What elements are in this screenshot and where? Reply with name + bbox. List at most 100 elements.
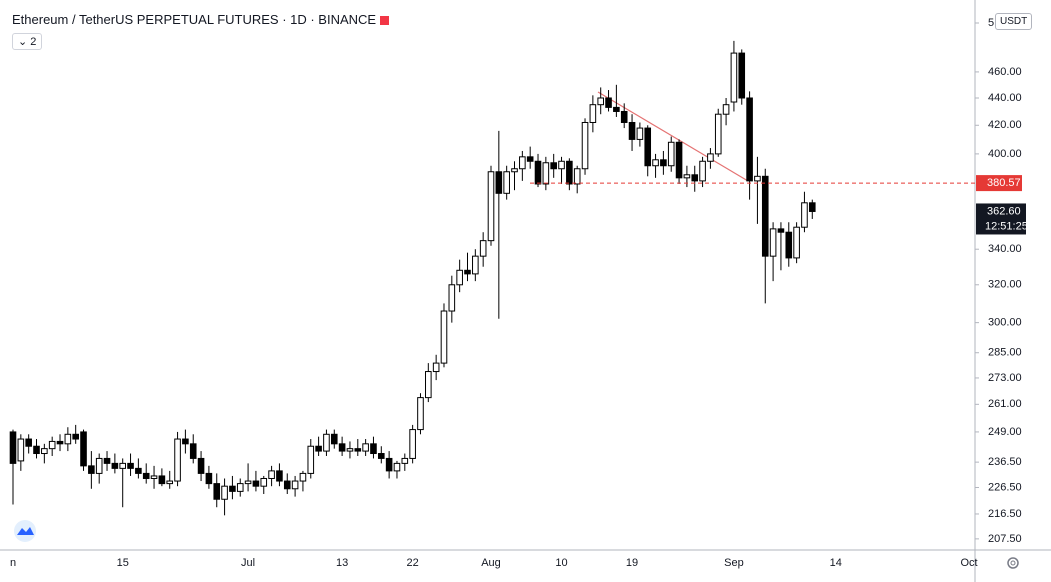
candle-body xyxy=(103,457,111,464)
candle-body xyxy=(150,475,158,479)
candle-body xyxy=(291,480,299,490)
candle-body xyxy=(283,480,291,490)
x-tick-label: Aug xyxy=(481,557,501,569)
candle-body xyxy=(299,472,307,482)
y-tick-label: 420.00 xyxy=(988,119,1022,131)
candle-body xyxy=(25,438,32,447)
candle-body xyxy=(636,127,644,140)
candle-body xyxy=(393,462,401,472)
candle-body xyxy=(511,168,518,173)
candle-body xyxy=(315,445,322,452)
candle-body xyxy=(338,443,346,452)
candle-body xyxy=(370,443,377,455)
candle-body xyxy=(142,472,150,479)
candle-body xyxy=(9,431,17,464)
candle-body xyxy=(472,255,479,275)
candle-body xyxy=(714,113,722,155)
candle-body xyxy=(323,433,330,452)
candle-body xyxy=(127,462,134,469)
candle-body xyxy=(464,269,471,275)
candle-body xyxy=(660,159,667,167)
y-tick-label: 216.50 xyxy=(988,508,1022,520)
candle-body xyxy=(377,453,385,459)
interval-button[interactable]: ⌄ 2 xyxy=(12,33,43,50)
x-tick-label: 15 xyxy=(117,557,129,569)
candle-body xyxy=(746,97,753,182)
candle-body xyxy=(503,171,510,194)
candle-body xyxy=(213,483,221,500)
x-tick-label: 19 xyxy=(626,557,638,569)
candle-body xyxy=(534,160,542,185)
candle-body xyxy=(80,431,87,467)
y-tick-label: 236.50 xyxy=(988,456,1022,468)
candle-body xyxy=(119,462,127,469)
interval-button-text: 2 xyxy=(30,36,37,48)
candle-body xyxy=(730,52,738,103)
candle-body xyxy=(652,159,659,167)
candle-body xyxy=(597,97,605,106)
candle-body xyxy=(620,110,628,123)
candle-body xyxy=(252,480,260,487)
candle-body xyxy=(417,397,424,431)
candle-body xyxy=(158,475,166,485)
candle-body xyxy=(409,429,416,459)
candle-body xyxy=(675,141,683,179)
currency-text: USDT xyxy=(1000,16,1028,27)
candle-body xyxy=(17,438,25,462)
candle-body xyxy=(542,162,550,185)
candle-body xyxy=(801,202,808,228)
candle-body xyxy=(56,440,64,445)
symbol-title: Ethereum / TetherUS PERPETUAL FUTURES · … xyxy=(12,12,389,27)
settings-gear[interactable] xyxy=(1007,557,1019,569)
candle-body xyxy=(205,472,213,485)
candle-body xyxy=(197,457,205,474)
candle-body xyxy=(448,284,456,312)
candle-body xyxy=(362,443,369,452)
candle-body xyxy=(64,433,72,445)
y-tick-label: 261.00 xyxy=(988,398,1022,410)
x-tick-label: Jul xyxy=(241,557,255,569)
x-tick-label: Sep xyxy=(724,557,744,569)
candle-body xyxy=(268,470,275,479)
x-tick-label: Oct xyxy=(960,557,977,569)
candle-body xyxy=(644,127,652,167)
candle-body xyxy=(519,156,526,170)
candle-body xyxy=(573,168,581,185)
candle-body xyxy=(135,467,142,474)
candle-body xyxy=(401,457,409,464)
y-tick-label: 285.00 xyxy=(988,347,1022,359)
currency-badge[interactable]: USDT xyxy=(995,13,1033,30)
candle-body xyxy=(667,141,675,167)
price-line-label: 380.57 xyxy=(987,177,1021,189)
candle-body xyxy=(550,162,557,170)
countdown-label: 12:51:25 xyxy=(985,220,1028,232)
candle-body xyxy=(581,121,589,170)
y-tick-label: 5 xyxy=(988,17,994,29)
candle-body xyxy=(330,433,338,445)
candle-body xyxy=(432,362,440,373)
candle-body xyxy=(777,228,785,233)
candle-body xyxy=(487,171,495,242)
y-tick-label: 226.50 xyxy=(988,481,1022,493)
y-tick-label: 249.00 xyxy=(988,426,1022,438)
candle-body xyxy=(33,445,40,455)
y-tick-label: 440.00 xyxy=(988,92,1022,104)
price-line-badge xyxy=(976,175,1022,192)
candle-body xyxy=(72,433,79,440)
candle-body xyxy=(769,228,777,257)
candle-body xyxy=(425,371,432,399)
candle-body xyxy=(244,480,252,485)
candle-body xyxy=(558,160,565,170)
candle-body xyxy=(526,156,534,162)
x-tick-label: 10 xyxy=(555,557,567,569)
y-tick-label: 340.00 xyxy=(988,243,1022,255)
x-tick-label: 22 xyxy=(407,557,419,569)
candle-body xyxy=(808,202,816,212)
candle-body xyxy=(166,480,174,485)
candle-body xyxy=(189,443,197,459)
x-tick-label: n xyxy=(10,557,16,569)
candle-body xyxy=(346,448,354,452)
candle-body xyxy=(691,174,699,182)
